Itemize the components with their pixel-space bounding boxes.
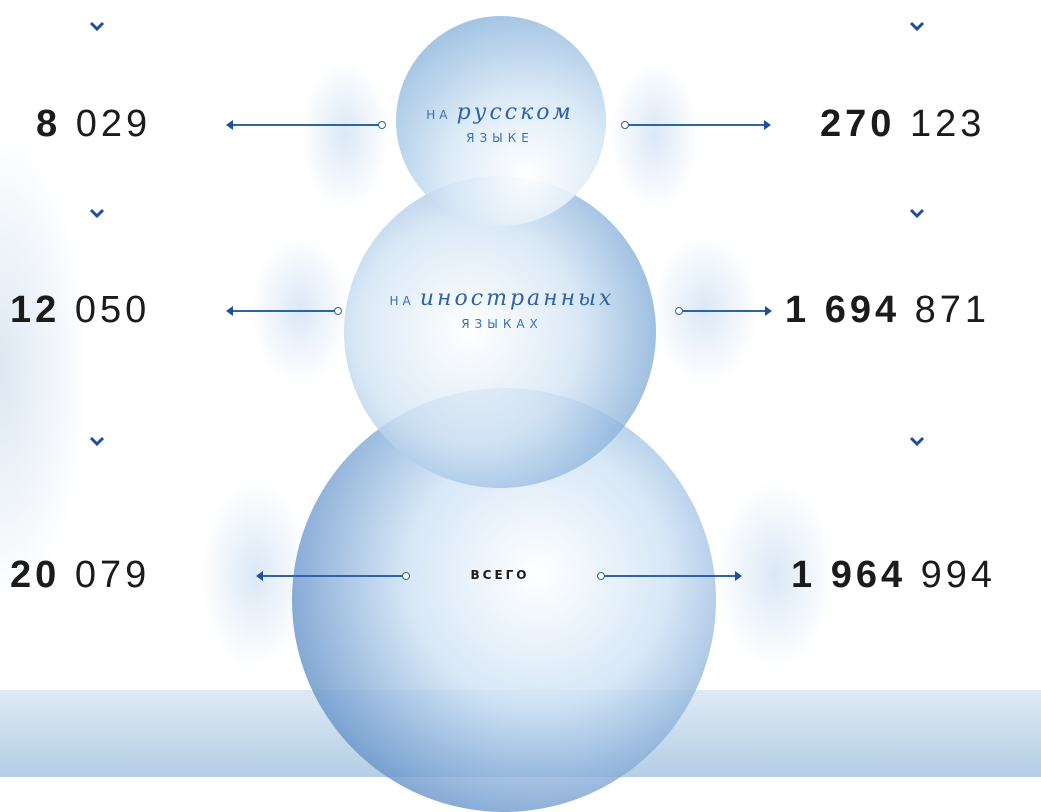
label-word: иностранных (419, 286, 615, 311)
value-bold: 20 (10, 554, 61, 596)
label-sub: ЯЗЫКЕ (466, 131, 534, 145)
value-bold: 1 964 (791, 554, 907, 596)
connector-line (682, 310, 766, 312)
value-left-russian: 8 029 (36, 103, 151, 146)
snowman-diagram: 8 029 НА русском ЯЗЫКЕ 270 123 12 050 НА… (0, 16, 1041, 812)
value-right-total: 1 964 994 (791, 554, 996, 597)
connector-line (233, 310, 337, 312)
arrow-right-icon (735, 571, 742, 581)
label-foreign: НА иностранных ЯЗЫКАХ (352, 286, 652, 331)
label-prefix: НА (389, 294, 415, 308)
connector-line (628, 124, 765, 126)
value-bold: 1 694 (785, 289, 901, 331)
snow-scatter (0, 130, 90, 610)
value-right-foreign: 1 694 871 (785, 289, 990, 332)
chevron-down-icon (89, 21, 105, 32)
arrow-right-icon (764, 120, 771, 130)
value-left-total: 20 079 (10, 554, 150, 597)
value-light: 123 (909, 103, 986, 145)
arrow-left-icon (226, 306, 233, 316)
chevron-down-icon (909, 208, 925, 219)
value-light: 079 (74, 554, 151, 596)
value-left-foreign: 12 050 (10, 289, 150, 332)
connector-line (263, 575, 404, 577)
glow-panel (610, 60, 700, 210)
arrow-right-icon (765, 306, 772, 316)
value-light: 994 (920, 554, 997, 596)
connector-line (233, 124, 381, 126)
chevron-down-icon (909, 21, 925, 32)
arrow-left-icon (256, 571, 263, 581)
value-bold: 270 (820, 103, 896, 145)
chevron-down-icon (89, 436, 105, 447)
value-right-russian: 270 123 (820, 103, 985, 146)
value-bold: 12 (10, 289, 61, 331)
value-light: 871 (914, 289, 991, 331)
snowball-top (396, 16, 606, 226)
label-prefix: НА (426, 108, 452, 122)
label-russian: НА русском ЯЗЫКЕ (410, 100, 590, 145)
chevron-down-icon (909, 436, 925, 447)
connector-dot (378, 121, 386, 129)
value-light: 029 (75, 103, 152, 145)
connector-dot (402, 572, 410, 580)
label-total: ВСЕГО (470, 568, 530, 582)
value-light: 050 (74, 289, 151, 331)
glow-panel (300, 60, 390, 210)
value-bold: 8 (36, 103, 62, 145)
label-word: русском (456, 100, 574, 125)
chevron-down-icon (89, 208, 105, 219)
snowball-middle (344, 176, 656, 488)
label-sub: ЯЗЫКАХ (461, 317, 543, 331)
connector-line (604, 575, 735, 577)
connector-dot (334, 307, 342, 315)
arrow-left-icon (226, 120, 233, 130)
